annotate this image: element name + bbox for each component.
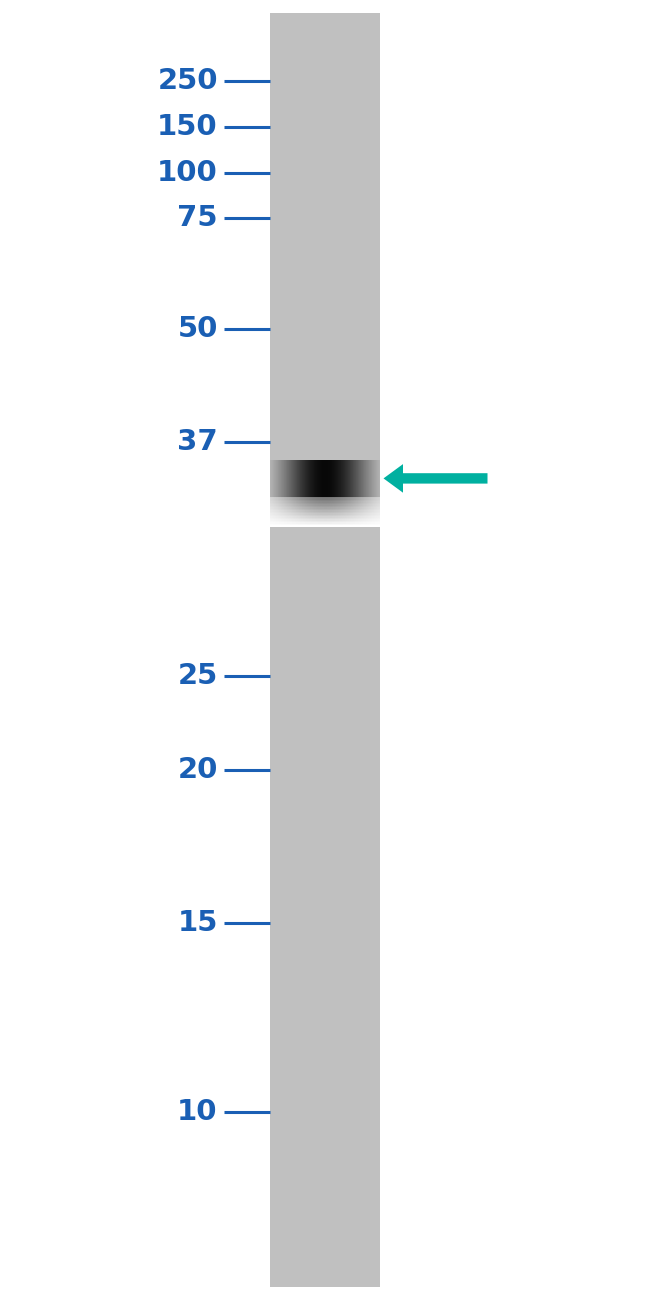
Text: 50: 50	[177, 315, 218, 343]
Text: 25: 25	[177, 662, 218, 690]
Text: 15: 15	[177, 909, 218, 937]
Text: 37: 37	[177, 428, 218, 456]
Text: 10: 10	[177, 1097, 218, 1126]
Polygon shape	[384, 464, 488, 493]
Text: 250: 250	[157, 66, 218, 95]
Text: 75: 75	[177, 204, 218, 233]
Text: 100: 100	[157, 159, 218, 187]
Text: 150: 150	[157, 113, 218, 142]
Text: 20: 20	[177, 755, 218, 784]
Bar	[270, 13, 380, 1287]
